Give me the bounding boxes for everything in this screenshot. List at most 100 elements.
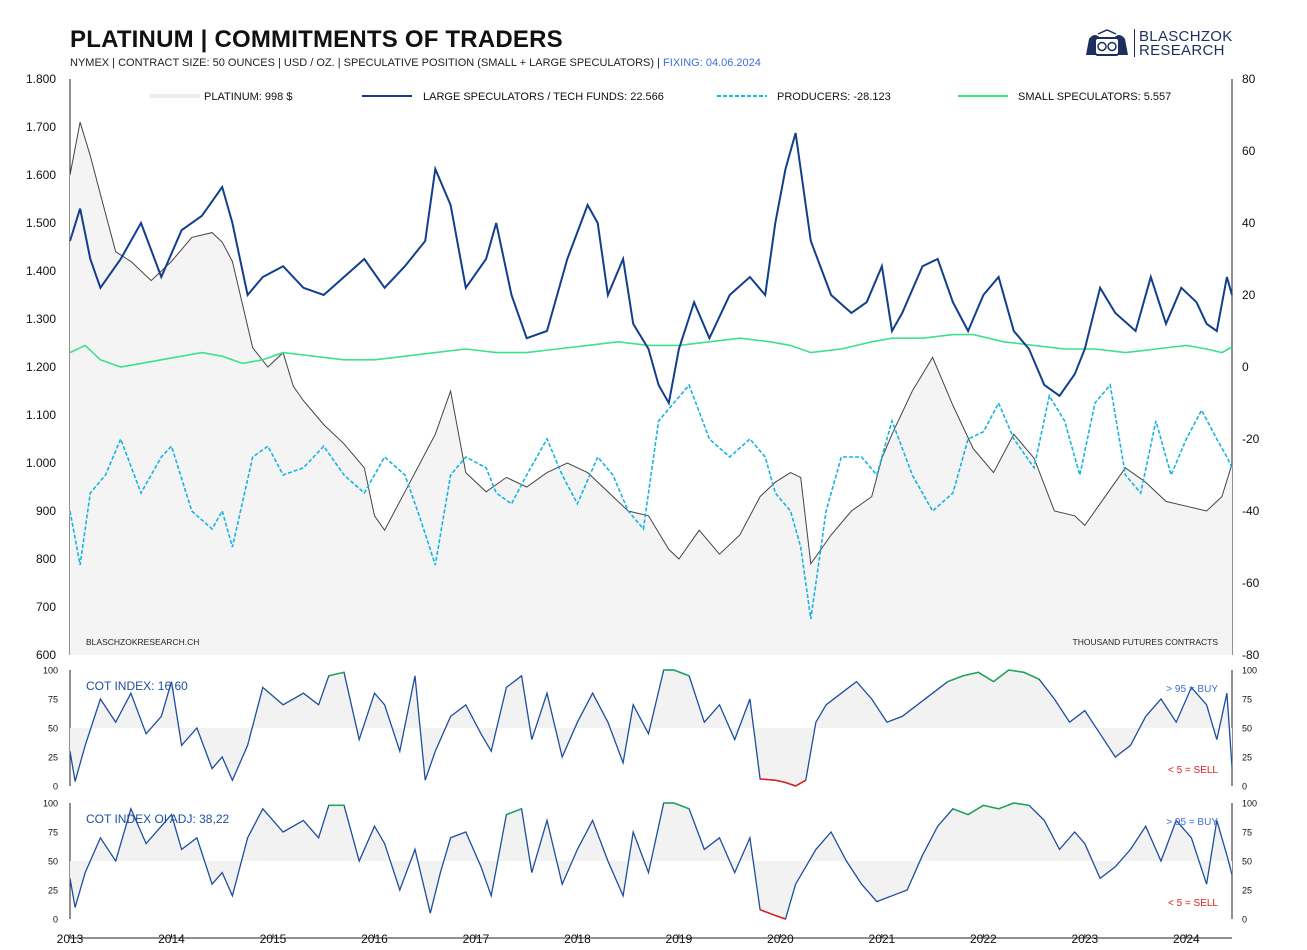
x-tick-label: 2023 [1071,932,1098,946]
small-speculators-line [69,333,1233,368]
cot2-zone-segment [775,914,786,920]
x-tick-label: 2016 [361,932,388,946]
large-speculators-line [69,132,1233,406]
legend-label-platinum: PLATINUM: 998 $ [204,91,292,103]
subtitle-text: NYMEX | CONTRACT SIZE: 50 OUNCES | USD /… [70,57,660,69]
watermark-right: THOUSAND FUTURES CONTRACTS [1073,637,1219,647]
cot1-y-right-tick: 0 [1242,782,1247,792]
cot2-y-left-tick: 25 [48,886,58,896]
y-right-tick-label: 0 [1242,360,1249,374]
cot2-zone-segment [673,802,690,810]
y-left-tick-label: 700 [36,600,56,614]
chart-title: PLATINUM | COMMITMENTS OF TRADERS [70,26,563,53]
y-left-tick-label: 1.600 [26,168,56,182]
y-right-tick-label: 60 [1242,144,1256,158]
cot1-zone-segment [673,669,690,677]
cot2-zone-segment [998,802,1015,810]
legend-label-producers: PRODUCERS: -28.123 [777,91,891,103]
cot1-y-left-tick: 100 [43,666,58,676]
logo-icon [1086,29,1128,56]
x-tick-label: 2024 [1173,932,1200,946]
y-left-tick-label: 1.700 [26,120,56,134]
cot2-zone-segment [952,808,969,816]
x-tick-label: 2020 [767,932,794,946]
fixing-date: FIXING: 04.06.2024 [663,57,761,69]
y-left-tick-label: 1.200 [26,360,56,374]
cot1-buy-label: > 95 = BUY [1166,684,1218,695]
y-left-tick-label: 1.300 [26,312,56,326]
y-right-tick-label: 80 [1242,72,1256,86]
x-tick-label: 2021 [869,932,896,946]
cot2-zone-segment [1013,802,1030,807]
y-left-tick-label: 1.800 [26,72,56,86]
cot1-zone-segment [1023,671,1040,680]
cot1-zone-segment [962,671,979,677]
cot1-zone-segment [760,778,776,781]
cot2-zone-segment [983,804,999,810]
cot1-zone-segment [993,669,1010,683]
cot2-zone-segment [967,804,984,816]
cot1-zone-segment [328,671,345,677]
cot2-y-right-tick: 50 [1242,857,1252,867]
cot2-y-right-tick: 0 [1242,915,1247,925]
cot2-y-left-tick: 0 [53,915,58,925]
chart-subtitle: NYMEX | CONTRACT SIZE: 50 OUNCES | USD /… [70,57,761,69]
cot1-zone-segment [785,781,796,787]
y-right-tick-label: -60 [1242,576,1260,590]
cot1-y-right-tick: 25 [1242,753,1252,763]
y-right-tick-label: 20 [1242,288,1256,302]
x-tick-label: 2015 [260,932,287,946]
cot1-zone-segment [775,779,786,784]
cot1-y-left-tick: 50 [48,724,58,734]
cot2-zone-segment [506,808,522,816]
legend-label-large_speculators: LARGE SPECULATORS / TECH FUNDS: 22.566 [423,91,664,103]
logo-text-line2: RESEARCH [1139,42,1225,59]
cot2-zone-segment [759,909,776,917]
cot1-area [70,670,1232,786]
cot1-y-left-tick: 0 [53,782,58,792]
cot1-zone-segment [947,675,964,683]
x-tick-label: 2013 [57,932,84,946]
cot1-zone-segment [977,671,994,683]
producers-line [69,383,1233,620]
cot1-y-right-tick: 50 [1242,724,1252,734]
x-tick-label: 2014 [158,932,185,946]
cot1-label: COT INDEX: 16,60 [86,679,188,693]
cot2-sell-label: < 5 = SELL [1168,898,1218,909]
y-left-tick-label: 1.500 [26,216,56,230]
y-right-tick-label: -40 [1242,504,1260,518]
watermark-left: BLASCHZOKRESEARCH.CH [86,637,199,647]
cot2-buy-label: > 95 = BUY [1166,817,1218,828]
cot2-y-left-tick: 75 [48,828,58,838]
cot1-zone-segment [795,779,807,787]
y-left-tick-label: 800 [36,552,56,566]
cot2-y-left-tick: 100 [43,799,58,809]
x-tick-label: 2018 [564,932,591,946]
y-left-tick-label: 900 [36,504,56,518]
cot1-y-left-tick: 25 [48,753,58,763]
cot2-y-right-tick: 75 [1242,828,1252,838]
y-left-tick-label: 1.400 [26,264,56,278]
y-right-tick-label: -20 [1242,432,1260,446]
cot2-y-left-tick: 50 [48,857,58,867]
y-left-tick-label: 1.100 [26,408,56,422]
y-left-tick-label: 1.000 [26,456,56,470]
x-tick-label: 2019 [666,932,693,946]
brand-logo: BLASCHZOK RESEARCH [1083,27,1233,61]
y-left-tick-label: 600 [36,648,56,662]
logo-text-line1: BLASCHZOK [1139,28,1233,45]
cot2-y-right-tick: 25 [1242,886,1252,896]
cot2-y-right-tick: 100 [1242,799,1257,809]
legend-label-small_speculators: SMALL SPECULATORS: 5.557 [1018,91,1171,103]
cot2-label: COT INDEX OI ADJ: 38,22 [86,812,229,826]
x-tick-label: 2022 [970,932,997,946]
platinum-area [70,122,1232,655]
cot1-y-right-tick: 75 [1242,695,1252,705]
cot1-y-right-tick: 100 [1242,666,1257,676]
cot1-sell-label: < 5 = SELL [1168,765,1218,776]
y-right-tick-label: 40 [1242,216,1256,230]
x-tick-label: 2017 [463,932,490,946]
cot1-y-left-tick: 75 [48,695,58,705]
cot1-zone-segment [1008,669,1025,674]
